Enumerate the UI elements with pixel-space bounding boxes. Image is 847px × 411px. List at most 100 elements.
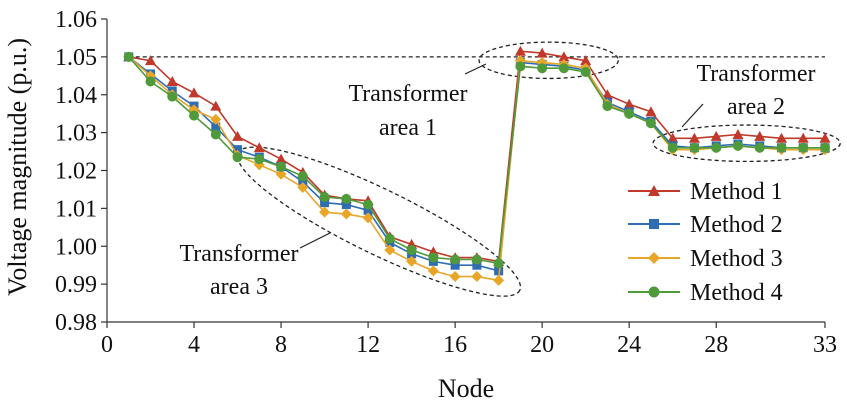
y-ticks: 0.98 0.99 1.00 1.01 1.02 1.03 1.04 1.05 1.06	[55, 7, 107, 336]
y-tick-label: 1.05	[55, 45, 97, 71]
annotation-area-3-line-2: area 3	[210, 274, 268, 300]
y-tick-label: 1.00	[55, 234, 97, 260]
series-line	[128, 56, 825, 272]
data-point	[340, 208, 352, 220]
data-point	[450, 260, 460, 270]
data-point	[341, 193, 352, 204]
data-point	[275, 168, 287, 180]
data-point	[167, 91, 178, 102]
data-point	[667, 142, 678, 153]
data-point	[449, 271, 461, 283]
y-axis-title: Voltage magnitude (p.u.)	[3, 38, 32, 296]
data-point	[232, 152, 243, 163]
data-point	[319, 206, 331, 218]
data-point	[341, 200, 351, 210]
x-ticks: 0 4 8 12 16 20 24 28 33	[101, 322, 837, 358]
data-point	[624, 108, 635, 119]
legend-marker-square	[649, 219, 659, 229]
data-point	[558, 51, 570, 62]
x-tick-label: 12	[356, 332, 380, 358]
data-point	[275, 153, 287, 164]
annotation-area-1-line-2: area 1	[379, 115, 437, 141]
annotation-ellipse-area-2	[652, 124, 841, 163]
data-point	[688, 132, 700, 143]
data-point	[362, 212, 374, 224]
data-point	[775, 132, 787, 143]
y-tick-label: 0.99	[55, 272, 97, 298]
x-tick-label: 4	[188, 332, 200, 358]
data-point	[384, 244, 396, 256]
data-point	[689, 142, 700, 153]
series-method-4	[123, 51, 830, 269]
series	[123, 45, 831, 286]
data-point	[297, 171, 308, 182]
y-tick-label: 1.04	[55, 83, 97, 109]
annotation-leader-area-2	[681, 103, 704, 128]
data-point	[602, 101, 613, 112]
x-tick-label: 8	[275, 332, 287, 358]
data-point	[276, 161, 287, 172]
x-tick-label: 33	[813, 332, 837, 358]
x-tick-label: 24	[617, 332, 641, 358]
data-point	[210, 113, 222, 125]
data-point	[145, 55, 157, 66]
data-point	[406, 245, 417, 256]
y-tick-label: 0.98	[55, 310, 97, 336]
data-point	[797, 132, 809, 143]
data-point	[428, 252, 439, 263]
data-point	[233, 145, 243, 155]
data-point	[580, 55, 592, 66]
y-tick-label: 1.02	[55, 159, 97, 185]
data-point	[188, 87, 200, 98]
data-point	[450, 254, 461, 265]
data-point	[645, 106, 657, 117]
annotation-area-1-line-1: Transformer	[348, 81, 467, 107]
data-point	[623, 98, 635, 109]
data-point	[710, 130, 722, 141]
data-point	[732, 129, 744, 140]
data-point	[427, 265, 439, 277]
legend-marker-triangle	[648, 185, 660, 196]
data-point	[819, 132, 831, 143]
legend: Method 1 Method 2 Method 3 Method 4	[628, 179, 783, 306]
data-point	[211, 122, 221, 132]
data-point	[297, 182, 309, 194]
data-point	[754, 130, 766, 141]
data-point	[667, 132, 679, 143]
annotation-area-3-line-1: Transformer	[179, 241, 298, 267]
data-point	[732, 140, 743, 151]
data-point	[537, 63, 548, 74]
legend-marker-circle	[648, 286, 660, 298]
data-point	[253, 142, 265, 153]
x-axis-title: Node	[438, 374, 494, 403]
data-point	[536, 47, 548, 58]
y-tick-label: 1.03	[55, 121, 97, 147]
data-point	[580, 67, 591, 78]
data-point	[471, 271, 483, 283]
x-tick-label: 0	[101, 332, 113, 358]
data-point	[254, 154, 265, 165]
data-point	[776, 142, 787, 153]
data-point	[189, 110, 200, 121]
data-point	[123, 51, 134, 62]
legend-entry-method-1: Method 1	[628, 179, 783, 205]
y-tick-label: 1.01	[55, 196, 97, 222]
data-point	[798, 142, 809, 153]
legend-label-method-2: Method 2	[690, 212, 783, 238]
x-tick-label: 16	[443, 332, 467, 358]
legend-marker-diamond	[648, 252, 660, 264]
data-point	[363, 205, 373, 215]
data-point	[471, 254, 482, 265]
data-point	[493, 274, 505, 286]
legend-label-method-3: Method 3	[690, 246, 783, 272]
data-point	[320, 198, 330, 208]
annotation-leader-area-3	[299, 232, 331, 249]
x-tick-label: 28	[704, 332, 728, 358]
data-point	[210, 129, 221, 140]
legend-label-method-4: Method 4	[690, 280, 783, 306]
y-tick-label: 1.06	[55, 7, 97, 33]
legend-entry-method-4: Method 4	[628, 280, 783, 306]
data-point	[298, 177, 308, 187]
data-point	[406, 255, 418, 267]
